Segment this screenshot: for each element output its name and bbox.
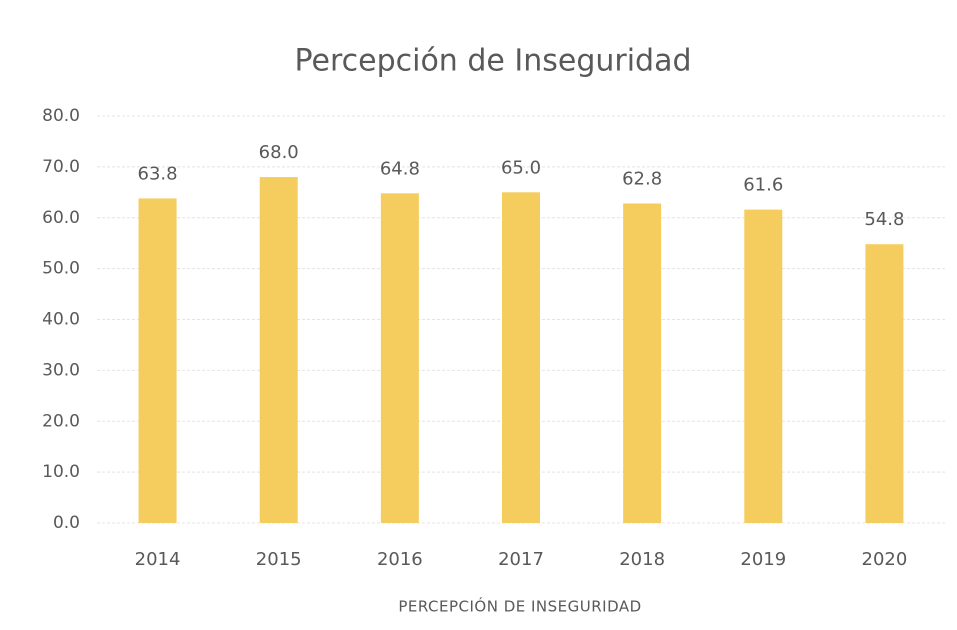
x-tick-label: 2020 <box>862 549 908 570</box>
bar <box>865 244 904 523</box>
value-label: 68.0 <box>259 142 299 163</box>
y-tick-label: 70.0 <box>42 157 80 177</box>
bar <box>502 192 540 523</box>
y-tick-label: 40.0 <box>42 310 80 330</box>
x-tick-label: 2015 <box>256 549 302 570</box>
bar <box>259 177 298 524</box>
y-tick-label: 20.0 <box>42 411 80 431</box>
x-tick-label: 2017 <box>498 549 544 570</box>
bar <box>380 193 419 523</box>
x-tick-label: 2016 <box>377 549 423 570</box>
y-tick-label: 10.0 <box>42 462 80 482</box>
value-label: 63.8 <box>138 163 178 184</box>
x-tick-label: 2018 <box>619 549 665 570</box>
x-tick-label: 2019 <box>740 549 786 570</box>
y-tick-label: 80.0 <box>42 106 80 126</box>
value-label: 54.8 <box>864 209 904 230</box>
value-label: 64.8 <box>380 158 420 179</box>
y-tick-label: 30.0 <box>42 360 80 380</box>
value-label: 62.8 <box>622 169 662 190</box>
bar <box>138 198 177 524</box>
bar <box>623 203 662 523</box>
y-tick-label: 50.0 <box>42 259 80 279</box>
bar <box>744 209 783 524</box>
value-label: 61.6 <box>743 175 783 196</box>
y-tick-label: 0.0 <box>53 513 80 533</box>
x-tick-label: 2014 <box>135 549 181 570</box>
value-label: 65.0 <box>501 157 541 178</box>
y-tick-label: 60.0 <box>42 208 80 228</box>
chart-title: Percepción de Inseguridad <box>294 44 691 79</box>
x-axis-label: PERCEPCIÓN DE INSEGURIDAD <box>398 597 641 616</box>
